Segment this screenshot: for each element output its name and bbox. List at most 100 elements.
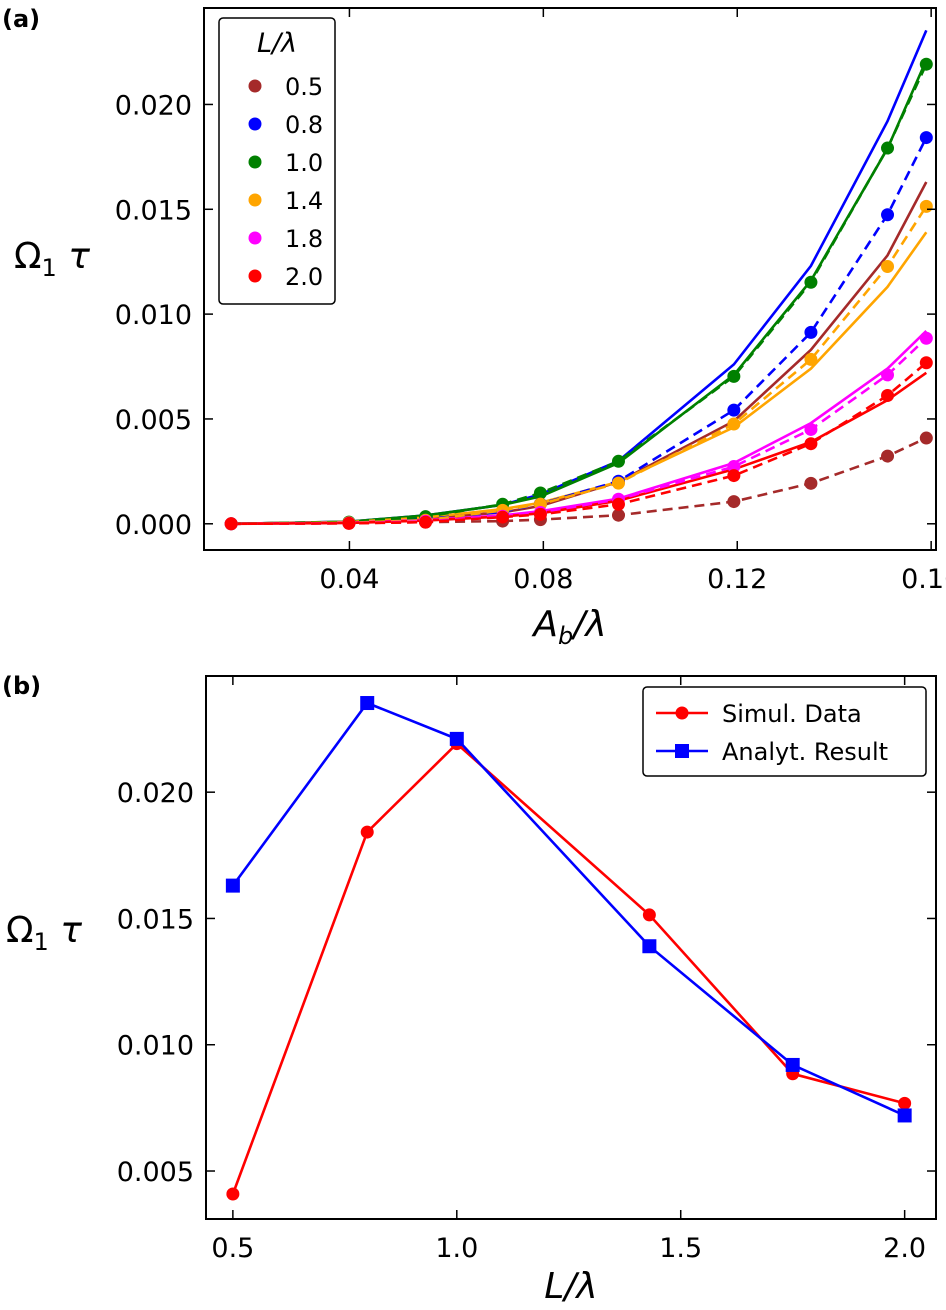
x-tick-label: 0.04 <box>319 564 379 595</box>
series-1.0-point <box>611 454 625 468</box>
panel-b-x-label: L/λ <box>544 1266 598 1307</box>
legend-marker-1.8 <box>248 231 262 245</box>
panel-a-x-label: Ab/λ <box>531 604 606 650</box>
x-tick-label: 1.5 <box>659 1233 702 1264</box>
series-2.0-analytic-line <box>231 371 928 526</box>
series-2.0-point <box>611 497 625 511</box>
panel-b-plot-area <box>225 696 912 1201</box>
legend-marker-0.8 <box>248 117 262 131</box>
series-2.0-point <box>496 510 510 524</box>
x-tick-label: 0.16 <box>901 564 946 595</box>
legend-label-analyt-result: Analyt. Result <box>722 738 888 766</box>
series-0.5-point <box>919 431 933 445</box>
legend-marker-0.5 <box>248 79 262 93</box>
series-1.4-point <box>804 352 818 366</box>
x-tick-label: 0.5 <box>211 1233 254 1264</box>
legend-marker-2.0 <box>248 269 262 283</box>
series-1.8-point <box>727 460 741 474</box>
series-2.0-point <box>224 517 238 531</box>
y-tick-label: 0.015 <box>117 904 194 935</box>
panel-b-legend-items: Simul. Data Analyt. Result <box>656 700 888 766</box>
panel-a-x-ticks: 0.04 0.08 0.12 0.16 <box>319 8 946 595</box>
series-1.8-point <box>919 331 933 345</box>
series-0.8-point <box>919 131 933 145</box>
y-tick-label: 0.020 <box>117 778 194 809</box>
series-1.4-point <box>727 417 741 431</box>
series-1.8-point <box>804 422 818 436</box>
series-0.8-point <box>804 325 818 339</box>
panel-a-frame <box>203 7 937 551</box>
series-simul-data-line <box>231 741 906 1195</box>
panel-b-label: (b) <box>2 672 41 700</box>
y-tick-label: 0.020 <box>115 90 192 121</box>
series-1.8-point <box>881 368 895 382</box>
panel-a-legend: L/λ 0.5 0.8 1.0 1.4 1.8 2.0 <box>218 17 336 305</box>
y-tick-label: 0.005 <box>115 405 192 436</box>
legend-label-0.8: 0.8 <box>285 111 323 139</box>
legend-label-0.5: 0.5 <box>285 73 323 101</box>
legend-label-simul-data: Simul. Data <box>722 700 862 728</box>
y-tick-label: 0.015 <box>115 195 192 226</box>
panel-b-x-ticks: 0.5 1.0 1.5 2.0 <box>211 676 926 1264</box>
series-analyt-result-point <box>785 1057 800 1072</box>
panel-b-y-ticks: 0.005 0.010 0.015 0.020 <box>117 778 936 1188</box>
legend-marker-1.4 <box>248 193 262 207</box>
legend-marker-1.0 <box>248 155 262 169</box>
legend-label-1.0: 1.0 <box>285 149 323 177</box>
legend-label-2.0: 2.0 <box>285 263 323 291</box>
series-analyt-result-point <box>225 878 240 893</box>
series-1.4-point <box>611 476 625 490</box>
panel-b: (b) 0.5 1.0 1.5 2.0 0.005 0.010 0.015 0.020 Ω1… <box>2 672 937 1307</box>
series-0.5-point <box>727 495 741 509</box>
panel-a-label: (a) <box>2 5 40 33</box>
panel-a-legend-title: L/λ <box>257 28 297 59</box>
series-1.0-point <box>727 369 741 383</box>
panel-a-legend-box <box>218 17 336 305</box>
x-tick-label: 0.08 <box>513 564 573 595</box>
series-analyt-result-point <box>897 1108 912 1123</box>
series-0.8-point <box>881 208 895 222</box>
x-tick-label: 1.0 <box>435 1233 478 1264</box>
series-2.0-data-line <box>231 361 928 526</box>
panel-b-frame <box>205 675 937 1220</box>
series-0.5-point <box>611 508 625 522</box>
series-1.4-point <box>881 260 895 274</box>
y-tick-label: 0.010 <box>115 300 192 331</box>
legend-label-1.4: 1.4 <box>285 187 323 215</box>
panel-a-y-ticks: 0.000 0.005 0.010 0.015 0.020 <box>115 90 936 541</box>
panel-a-plot-area <box>224 29 933 531</box>
series-1.4-data-line <box>231 205 928 526</box>
series-2.0-point <box>804 437 818 451</box>
panel-a-y-label: Ω1 τ <box>14 236 90 282</box>
series-1.0-point <box>533 486 547 500</box>
series-1.0-point <box>881 141 895 155</box>
series-analyt-result-point <box>360 696 375 711</box>
panel-a: (a) 0.04 0.08 0.12 0.16 0.000 0.005 0.010 0.01… <box>2 5 946 650</box>
legend-label-1.8: 1.8 <box>285 225 323 253</box>
series-2.0-point <box>727 469 741 483</box>
series-simul-data-point <box>898 1096 912 1110</box>
series-analyt-result-point <box>449 731 464 746</box>
panel-b-legend: Simul. Data Analyt. Result <box>642 686 927 777</box>
legend-marker-analyt-result <box>675 744 689 758</box>
series-simul-data-point <box>226 1187 240 1201</box>
legend-marker-simul-data <box>675 706 689 720</box>
series-0.8-data-line <box>231 137 928 526</box>
series-2.0-point <box>533 507 547 521</box>
x-tick-label: 0.12 <box>707 564 767 595</box>
series-1.0-point <box>804 275 818 289</box>
series-2.0-point <box>919 356 933 370</box>
series-1.4-analytic-line <box>231 231 928 526</box>
series-1.4-point <box>919 199 933 213</box>
series-2.0-point <box>881 388 895 402</box>
y-tick-label: 0.010 <box>117 1031 194 1062</box>
series-simul-data-point <box>360 825 374 839</box>
y-tick-label: 0.005 <box>117 1157 194 1188</box>
series-simul-data-point <box>642 908 656 922</box>
panel-b-y-label: Ω1 τ <box>6 910 82 956</box>
series-0.5-point <box>881 449 895 463</box>
series-1.0-data-line <box>231 63 928 526</box>
series-analyt-result-point <box>642 939 657 954</box>
y-tick-label: 0.000 <box>115 510 192 541</box>
